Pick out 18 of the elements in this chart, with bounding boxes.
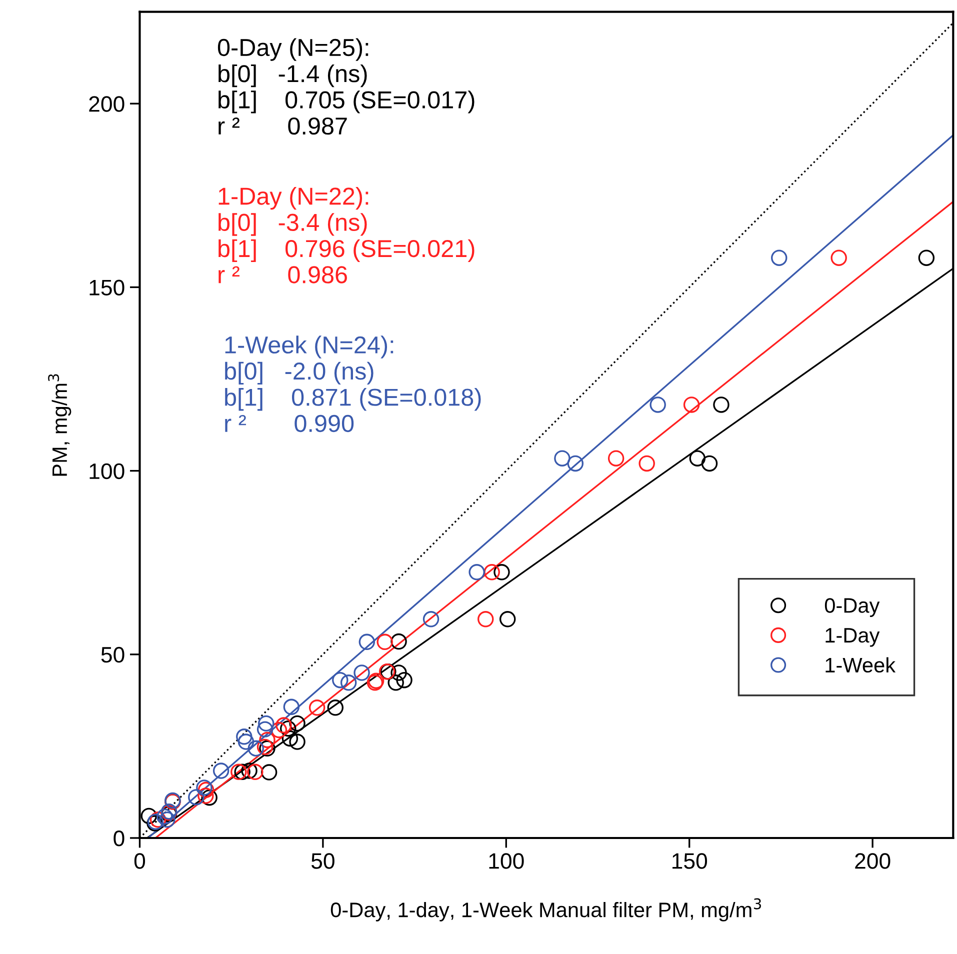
x-tick-label: 200: [855, 853, 890, 869]
x-tick-label: 100: [489, 853, 524, 869]
legend-label: 1-Day: [826, 628, 880, 647]
x-tick-label: 150: [672, 853, 708, 869]
y-tick-label: 200: [89, 96, 124, 112]
annotation: 0-Day (N=25): b[0] -1.4 (ns) b[1] 0.705 (SE=0.017) r ² 0.987: [218, 38, 474, 135]
y-tick-label: 0: [114, 830, 124, 846]
y-axis-title: PM, mg/m$^{3}$: [48, 374, 72, 476]
legend-label: 0-Day: [824, 598, 880, 617]
x-tick-label: 0: [134, 853, 146, 869]
x-axis-title: 0-Day, 1-day, 1-Week Manual filter PM, mg/m$^{3}$: [330, 898, 761, 922]
annotation: 1-Day (N=22): b[0] -3.4 (ns) b[1] 0.796 (SE=0.021) r ² 0.986: [218, 186, 474, 284]
y-tick-label: 50: [101, 646, 124, 663]
x-tick-label: 50: [311, 853, 334, 869]
annotation: 1-Week (N=24): b[0] -2.0 (ns) b[1] 0.871 (SE=0.018) r ² 0.990: [225, 336, 481, 432]
y-tick-label: 150: [90, 280, 124, 296]
legend-label: 1-Week: [826, 657, 896, 673]
y-tick-label: 100: [90, 463, 124, 480]
